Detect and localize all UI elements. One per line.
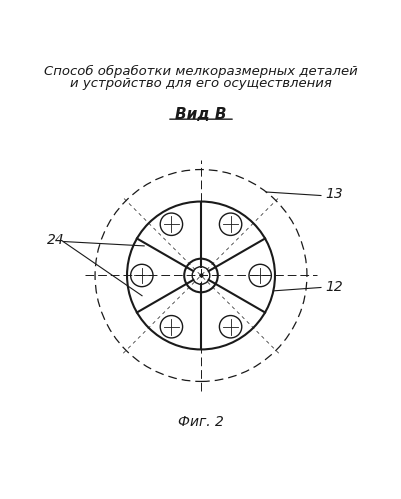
Text: 12: 12: [324, 280, 342, 294]
Text: 13: 13: [324, 187, 342, 201]
Text: Вид В: Вид В: [175, 107, 226, 122]
Text: Фиг. 2: Фиг. 2: [178, 415, 223, 429]
Text: и устройство для его осуществления: и устройство для его осуществления: [70, 77, 331, 90]
Text: 24: 24: [47, 233, 65, 247]
Text: Способ обработки мелкоразмерных деталей: Способ обработки мелкоразмерных деталей: [44, 65, 357, 78]
